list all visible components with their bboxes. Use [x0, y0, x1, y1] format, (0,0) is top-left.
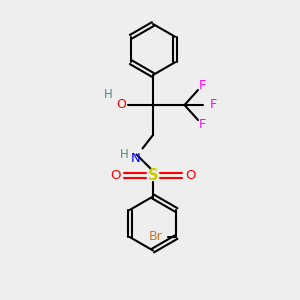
Text: F: F — [199, 79, 206, 92]
Text: O: O — [117, 98, 126, 112]
Text: F: F — [209, 98, 217, 112]
Text: O: O — [110, 169, 121, 182]
Text: F: F — [199, 118, 206, 131]
Text: Br: Br — [148, 230, 162, 244]
Text: O: O — [185, 169, 196, 182]
Text: H: H — [103, 88, 112, 101]
Text: S: S — [148, 168, 158, 183]
Text: H: H — [120, 148, 129, 161]
Text: N: N — [131, 152, 141, 165]
